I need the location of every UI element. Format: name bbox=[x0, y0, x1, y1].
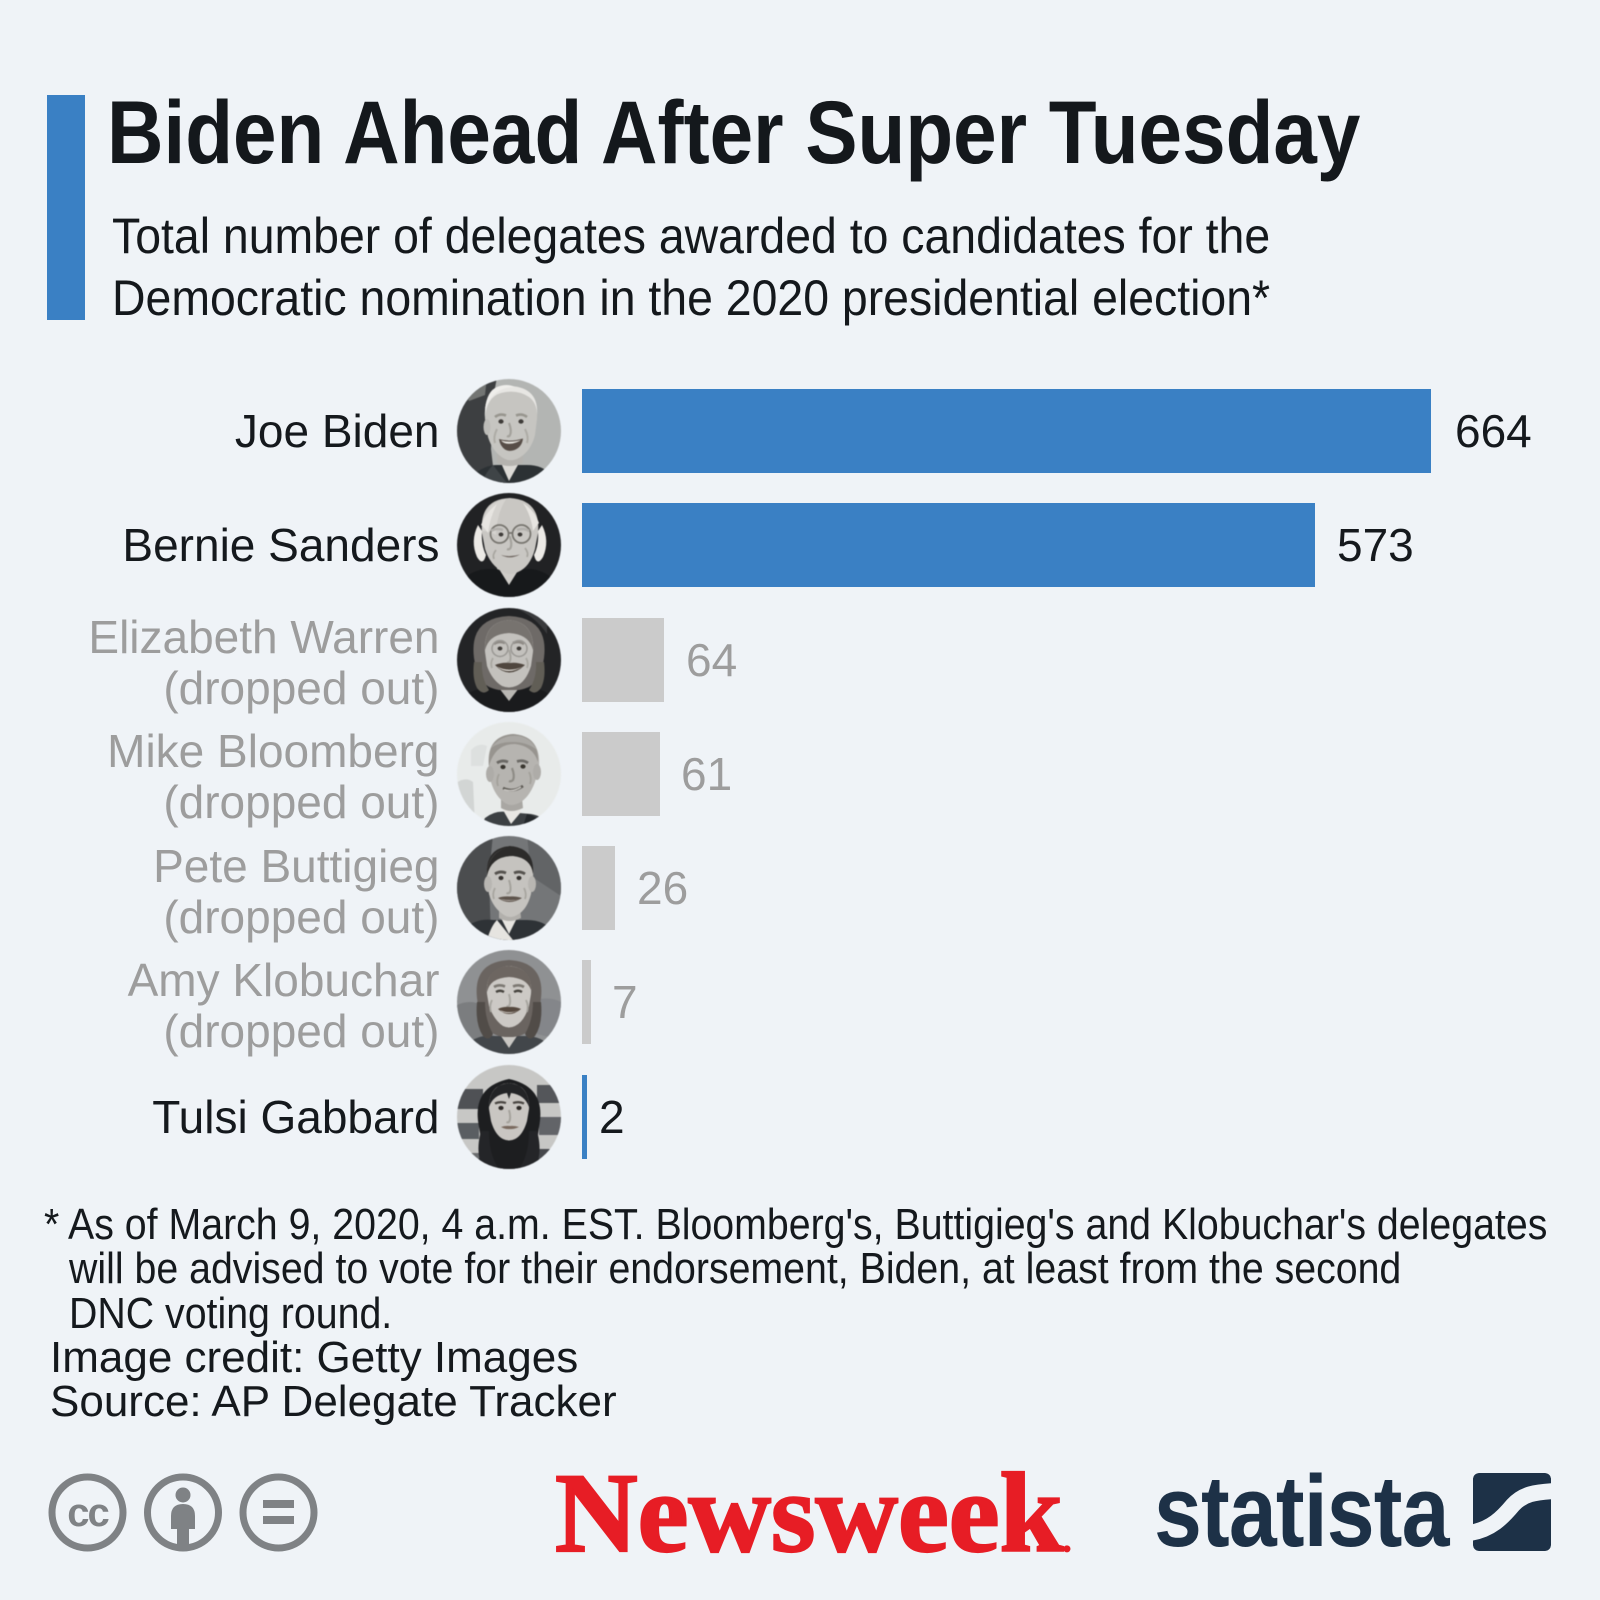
svg-text:cc: cc bbox=[67, 1491, 109, 1535]
